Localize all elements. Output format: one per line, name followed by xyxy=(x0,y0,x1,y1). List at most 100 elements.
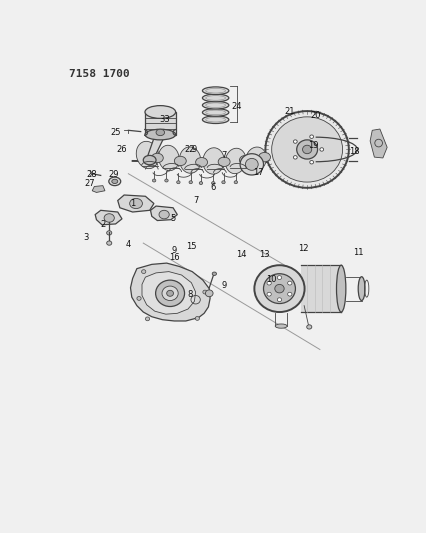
Ellipse shape xyxy=(239,154,263,175)
Text: 26: 26 xyxy=(116,145,127,154)
Text: 12: 12 xyxy=(297,244,308,253)
Ellipse shape xyxy=(152,179,155,182)
Text: 19: 19 xyxy=(308,141,318,150)
Ellipse shape xyxy=(202,101,228,109)
Text: 5: 5 xyxy=(170,214,175,223)
Ellipse shape xyxy=(271,117,342,182)
Ellipse shape xyxy=(293,140,296,143)
Text: 1: 1 xyxy=(130,199,135,208)
Text: 7158 1700: 7158 1700 xyxy=(69,69,129,78)
Ellipse shape xyxy=(195,158,207,167)
Ellipse shape xyxy=(158,146,178,171)
Ellipse shape xyxy=(158,211,169,219)
Text: 7: 7 xyxy=(221,151,226,160)
Ellipse shape xyxy=(266,292,271,296)
Text: 17: 17 xyxy=(252,168,263,177)
Ellipse shape xyxy=(258,152,270,162)
Ellipse shape xyxy=(174,156,186,166)
Ellipse shape xyxy=(104,214,114,222)
Ellipse shape xyxy=(164,179,168,182)
Ellipse shape xyxy=(106,231,112,235)
Text: 9: 9 xyxy=(221,281,226,290)
Ellipse shape xyxy=(277,298,281,302)
Ellipse shape xyxy=(218,157,230,166)
Ellipse shape xyxy=(161,286,178,301)
Ellipse shape xyxy=(202,148,224,174)
Ellipse shape xyxy=(275,324,286,328)
Ellipse shape xyxy=(245,158,258,171)
Ellipse shape xyxy=(287,292,291,296)
Text: 13: 13 xyxy=(259,250,269,259)
Ellipse shape xyxy=(287,281,291,285)
Ellipse shape xyxy=(202,116,228,124)
Ellipse shape xyxy=(155,129,164,135)
Ellipse shape xyxy=(112,179,118,183)
Ellipse shape xyxy=(130,198,142,208)
Text: 20: 20 xyxy=(310,111,320,120)
Ellipse shape xyxy=(319,148,323,151)
Ellipse shape xyxy=(195,317,199,320)
Ellipse shape xyxy=(205,290,213,297)
Ellipse shape xyxy=(309,135,313,139)
Text: 10: 10 xyxy=(265,275,276,284)
Polygon shape xyxy=(92,185,105,192)
Ellipse shape xyxy=(145,129,175,140)
Text: 7: 7 xyxy=(193,196,199,205)
Ellipse shape xyxy=(263,274,295,303)
Polygon shape xyxy=(130,263,210,321)
Ellipse shape xyxy=(202,87,228,94)
Ellipse shape xyxy=(179,147,200,173)
Ellipse shape xyxy=(151,154,163,163)
Ellipse shape xyxy=(336,265,345,312)
Ellipse shape xyxy=(106,241,112,245)
Ellipse shape xyxy=(245,147,266,172)
Ellipse shape xyxy=(212,272,216,276)
Ellipse shape xyxy=(202,94,228,102)
Text: 18: 18 xyxy=(348,147,358,156)
Ellipse shape xyxy=(225,148,245,174)
Polygon shape xyxy=(369,129,386,158)
Text: 21: 21 xyxy=(284,107,295,116)
Text: 3: 3 xyxy=(83,233,88,242)
Ellipse shape xyxy=(221,181,225,184)
Polygon shape xyxy=(95,211,122,225)
Ellipse shape xyxy=(274,285,283,293)
Ellipse shape xyxy=(277,276,281,279)
Ellipse shape xyxy=(166,290,173,296)
Ellipse shape xyxy=(302,145,311,154)
Text: 33: 33 xyxy=(159,115,170,124)
Text: 25: 25 xyxy=(110,128,121,137)
Ellipse shape xyxy=(265,111,348,188)
Polygon shape xyxy=(146,134,165,160)
Polygon shape xyxy=(300,265,340,312)
Polygon shape xyxy=(118,195,153,212)
Text: 11: 11 xyxy=(352,248,363,257)
Text: 29: 29 xyxy=(108,171,118,180)
Ellipse shape xyxy=(189,181,192,184)
Ellipse shape xyxy=(254,265,304,312)
Text: 16: 16 xyxy=(169,253,179,262)
Polygon shape xyxy=(150,206,177,221)
Ellipse shape xyxy=(145,317,149,321)
Text: 9: 9 xyxy=(171,246,176,255)
Text: 8: 8 xyxy=(187,289,192,298)
Text: 27: 27 xyxy=(85,179,95,188)
Ellipse shape xyxy=(357,277,364,301)
Text: 22: 22 xyxy=(184,145,195,154)
Polygon shape xyxy=(142,272,195,314)
Ellipse shape xyxy=(233,181,237,184)
Ellipse shape xyxy=(202,290,207,294)
Text: 15: 15 xyxy=(186,241,196,251)
Ellipse shape xyxy=(296,140,317,159)
Ellipse shape xyxy=(199,182,202,184)
Ellipse shape xyxy=(143,156,155,165)
Ellipse shape xyxy=(176,181,180,184)
Ellipse shape xyxy=(137,296,141,300)
Text: 28: 28 xyxy=(86,171,97,180)
Text: 4: 4 xyxy=(126,240,131,249)
Ellipse shape xyxy=(309,160,313,164)
Ellipse shape xyxy=(145,106,175,118)
Text: 6: 6 xyxy=(210,183,216,192)
Ellipse shape xyxy=(306,325,311,329)
Ellipse shape xyxy=(202,109,228,116)
